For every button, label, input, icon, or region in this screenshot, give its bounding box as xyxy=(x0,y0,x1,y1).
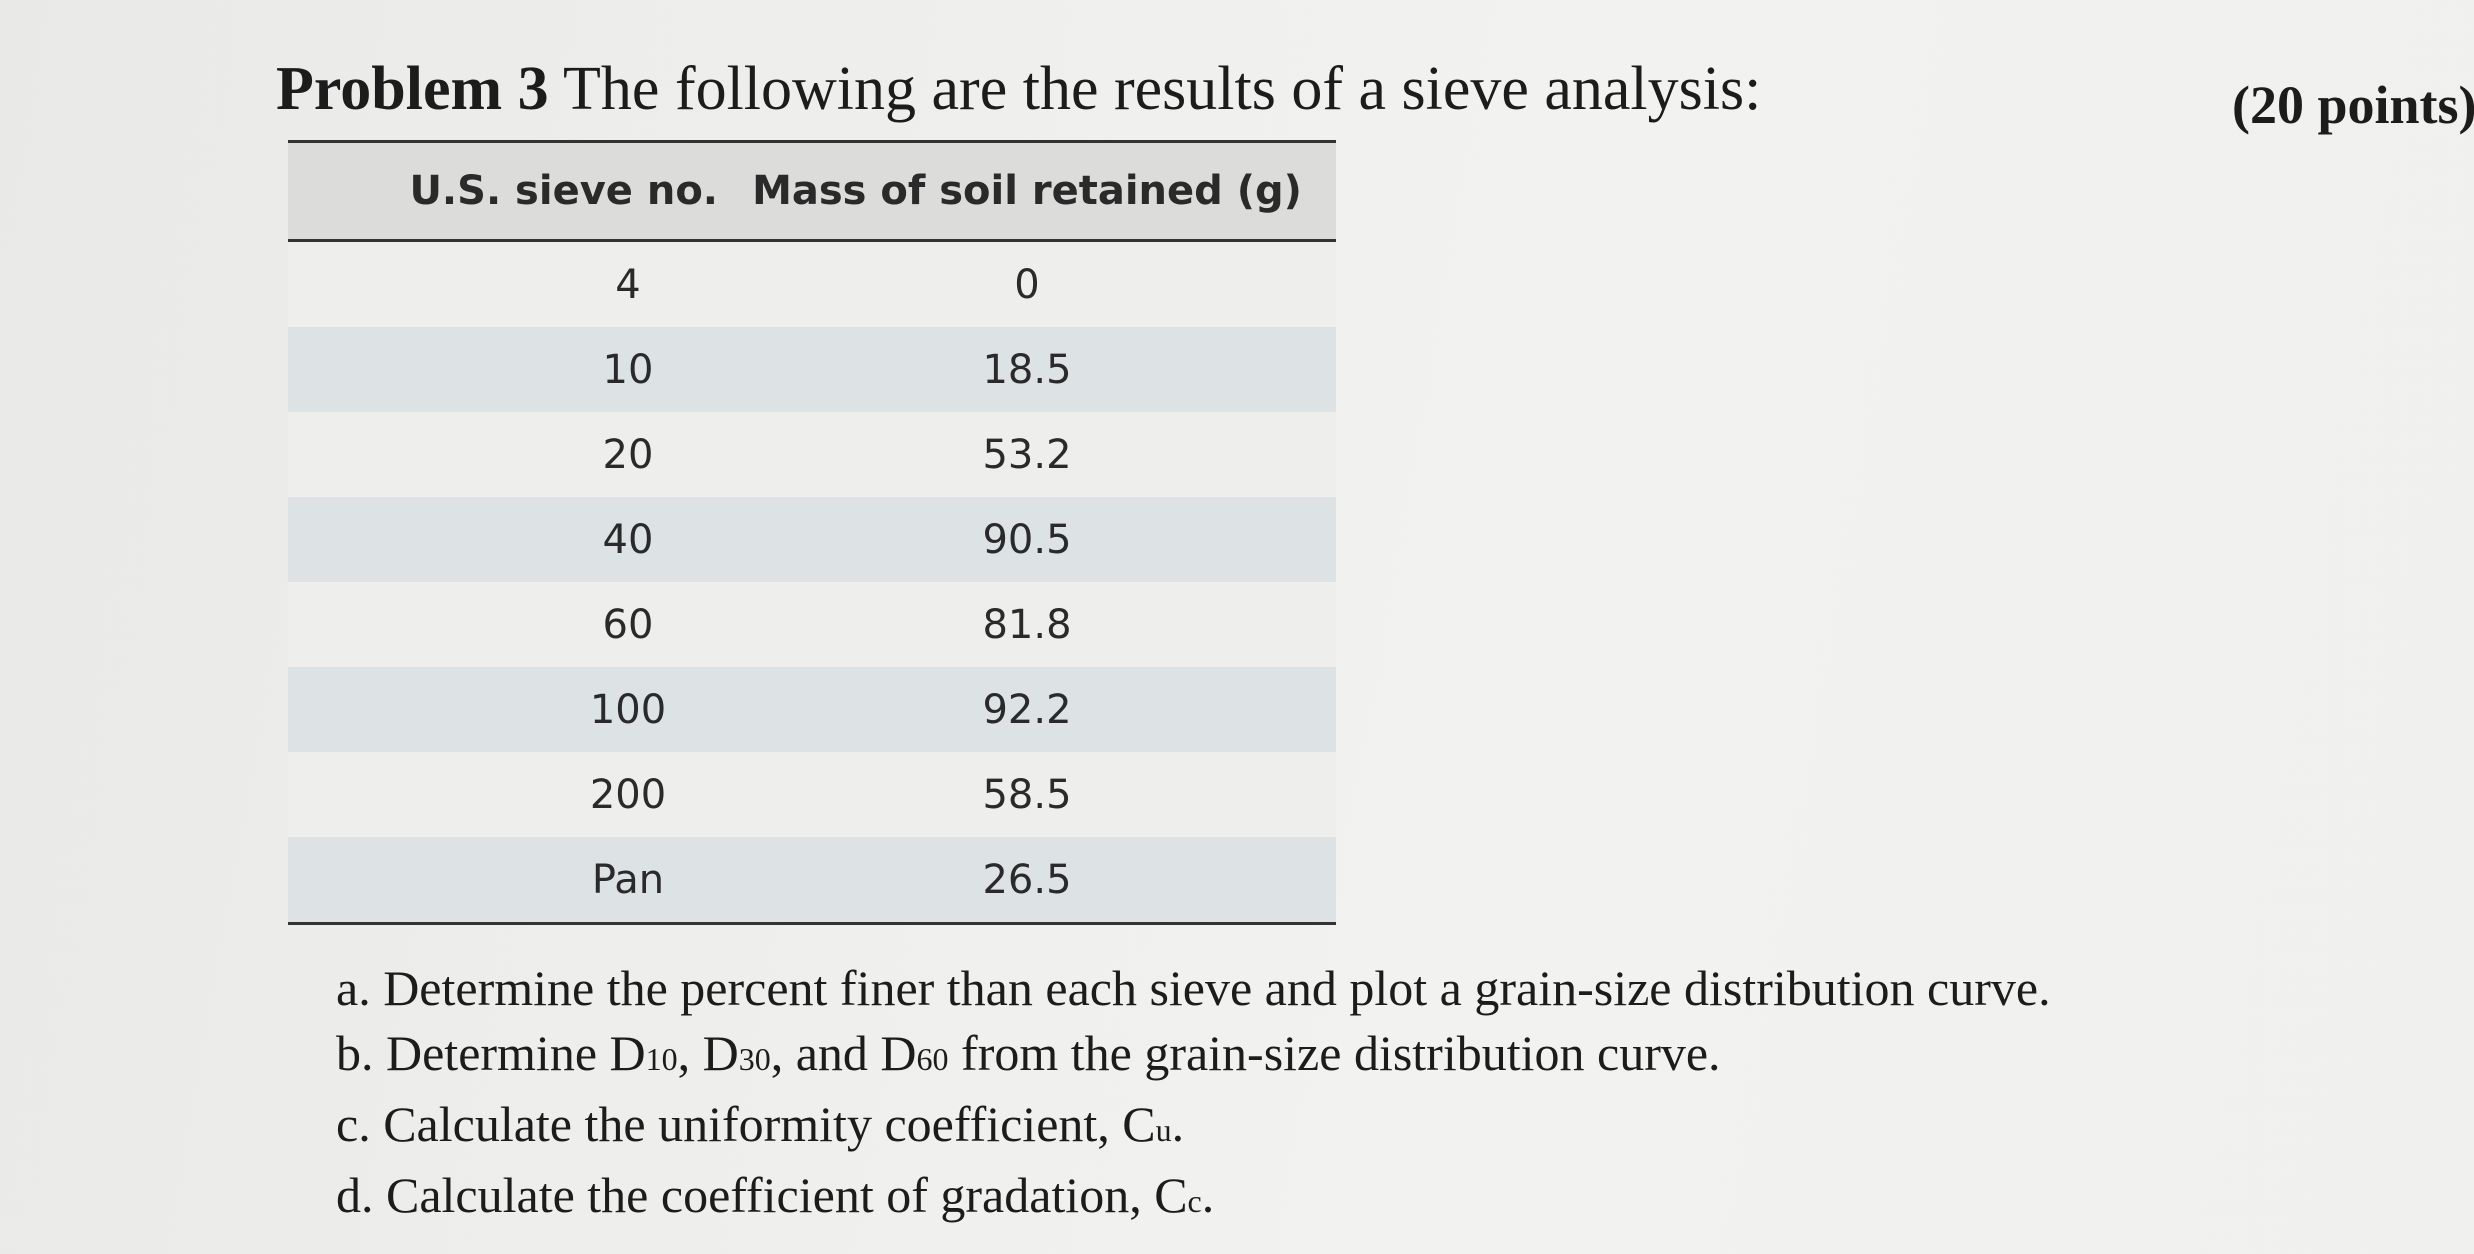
question-b: b. Determine D10, D30, and D60 from the … xyxy=(336,1025,1721,1081)
subscript-10: 10 xyxy=(645,1041,678,1077)
problem-label: Problem 3 xyxy=(276,55,549,123)
column-header-mass-retained: Mass of soil retained (g) xyxy=(718,140,1336,242)
table-row: 60 81.8 xyxy=(288,582,1336,667)
mass-retained-cell: 81.8 xyxy=(982,601,1072,648)
mass-retained-cell: 26.5 xyxy=(718,837,1336,925)
mass-retained-cell: 58.5 xyxy=(982,771,1072,818)
sieve-analysis-table: U.S. sieve no. Mass of soil retained (g)… xyxy=(288,140,1336,925)
mass-retained-cell: 0 xyxy=(1014,261,1040,308)
table-row: 200 58.5 xyxy=(288,752,1336,837)
table-row: 10 18.5 xyxy=(288,327,1336,412)
subscript-30: 30 xyxy=(738,1041,771,1077)
sieve-no-cell: 100 xyxy=(589,686,667,733)
sieve-no-cell: 200 xyxy=(589,771,667,818)
question-a: a. Determine the percent finer than each… xyxy=(336,960,2051,1016)
table-row: Pan 26.5 xyxy=(288,837,1336,925)
sieve-no-cell: 40 xyxy=(602,516,654,563)
question-d: d. Calculate the coefficient of gradatio… xyxy=(336,1167,1215,1223)
problem-heading: Problem 3 The following are the results … xyxy=(276,52,1761,126)
points-label: (20 points) xyxy=(2232,75,2474,135)
sieve-table-container: U.S. sieve no. Mass of soil retained (g)… xyxy=(288,140,1336,925)
table-row: 40 90.5 xyxy=(288,497,1336,582)
column-header-sieve-no: U.S. sieve no. xyxy=(288,140,718,242)
question-c: c. Calculate the uniformity coefficient,… xyxy=(336,1096,1185,1152)
sieve-no-cell: 60 xyxy=(602,601,654,648)
mass-retained-cell: 90.5 xyxy=(982,516,1072,563)
subscript-u: u xyxy=(1155,1112,1172,1148)
table-header-row: U.S. sieve no. Mass of soil retained (g) xyxy=(288,140,1336,242)
mass-retained-cell: 18.5 xyxy=(982,346,1072,393)
mass-retained-cell: 92.2 xyxy=(982,686,1072,733)
table-row: 20 53.2 xyxy=(288,412,1336,497)
subscript-c: c xyxy=(1187,1183,1202,1219)
table-row: 4 0 xyxy=(288,240,1336,327)
sieve-no-cell: 4 xyxy=(615,261,641,308)
sieve-no-cell: Pan xyxy=(288,837,718,925)
subscript-60: 60 xyxy=(916,1041,949,1077)
question-list: a. Determine the percent finer than each… xyxy=(336,956,2051,1234)
mass-retained-cell: 53.2 xyxy=(982,431,1072,478)
table-row: 100 92.2 xyxy=(288,667,1336,752)
problem-intro: The following are the results of a sieve… xyxy=(563,55,1762,123)
sieve-no-cell: 10 xyxy=(602,346,654,393)
sieve-no-cell: 20 xyxy=(602,431,654,478)
